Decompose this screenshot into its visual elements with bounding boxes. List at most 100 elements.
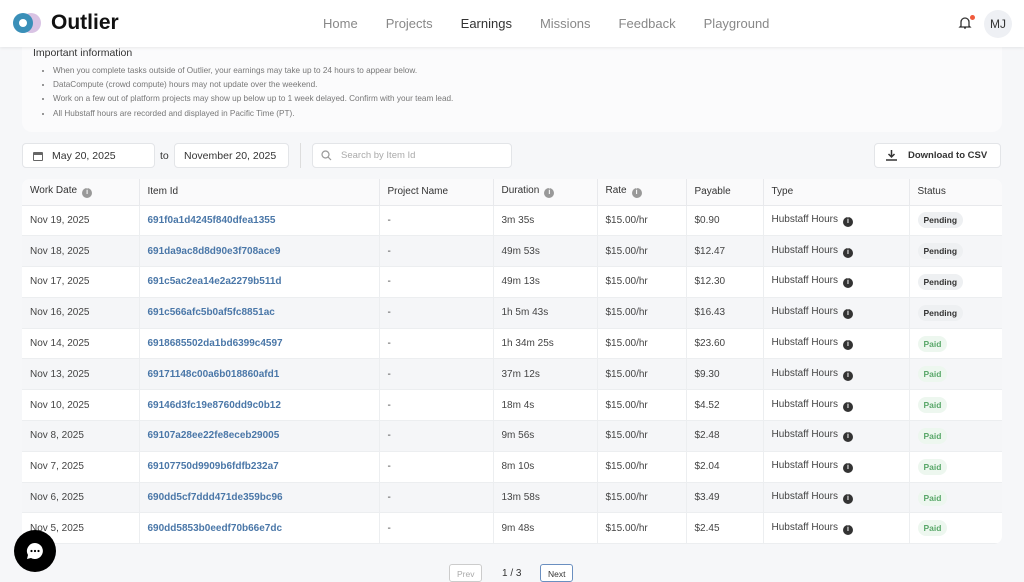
table-cell: Hubstaff Hours i — [763, 451, 910, 483]
cell-value: 49m 13s — [501, 276, 540, 288]
download-csv-button[interactable]: Download to CSV — [874, 143, 1001, 168]
cell-value: Nov 8, 2025 — [30, 430, 84, 442]
info-icon[interactable]: i — [82, 188, 93, 199]
info-icon[interactable]: i — [843, 247, 854, 258]
table-row: Nov 6, 2025 690dd5cf7ddd471de359bc96 - 13m … — [22, 482, 1002, 514]
table-cell: Hubstaff Hours i — [763, 482, 910, 514]
nav-earnings[interactable]: Earnings — [460, 16, 512, 31]
item-id-link[interactable]: 69107750d9909b6fdfb232a7 — [147, 461, 279, 473]
status-badge: Pending — [917, 243, 964, 260]
notification-dot — [970, 15, 975, 20]
column-label: Work Date — [30, 185, 78, 197]
search-input[interactable]: Search by Item Id — [312, 143, 512, 168]
cell-value: 18m 4s — [501, 399, 535, 411]
column-label: Type — [771, 186, 794, 198]
cell-value: - — [387, 307, 391, 319]
info-icon[interactable]: i — [631, 188, 642, 199]
info-icon[interactable]: i — [843, 309, 854, 320]
item-id-link[interactable]: 691c566afc5b0af5fc8851ac — [147, 307, 275, 319]
table-cell: - — [379, 328, 494, 360]
item-id-link[interactable]: 691c5ac2ea14e2a2279b511d — [147, 276, 282, 288]
nav-projects[interactable]: Projects — [385, 16, 433, 31]
cell-value: $2.48 — [694, 430, 720, 442]
next-page-button[interactable]: Next — [540, 564, 574, 582]
table-cell: $15.00/hr — [597, 297, 687, 329]
cell-value: Hubstaff Hours — [771, 491, 839, 503]
nav-playground[interactable]: Playground — [703, 16, 770, 31]
brand-name: Outlier — [51, 11, 119, 34]
item-id-link[interactable]: 69146d3fc19e8760dd9c0b12 — [147, 399, 281, 411]
table-cell: Paid — [909, 451, 1002, 483]
item-id-link[interactable]: 69171148c00a6b018860afd1 — [147, 368, 280, 380]
table-cell: Nov 16, 2025 — [22, 297, 140, 329]
cell-value: Hubstaff Hours — [771, 275, 839, 287]
table-cell: 690dd5cf7ddd471de359bc96 — [139, 482, 380, 514]
column-header: Duration i — [493, 179, 598, 206]
prev-page-button[interactable]: Prev — [449, 564, 483, 582]
info-icon[interactable]: i — [843, 463, 854, 474]
cell-value: Hubstaff Hours — [771, 521, 839, 533]
item-id-link[interactable]: 691f0a1d4245f840dfea1355 — [147, 214, 276, 226]
item-id-link[interactable]: 69107a28ee22fe8eceb29005 — [147, 430, 280, 442]
cell-value: Nov 16, 2025 — [30, 307, 90, 319]
table-cell: Paid — [909, 328, 1002, 360]
info-item: Work on a few out of platform projects m… — [53, 92, 991, 106]
table-cell: Hubstaff Hours i — [763, 235, 910, 268]
table-cell: $15.00/hr — [597, 482, 687, 514]
table-cell: Pending — [909, 205, 1002, 237]
cell-value: Hubstaff Hours — [771, 460, 839, 472]
table-cell: Paid — [909, 420, 1002, 452]
info-icon[interactable]: i — [843, 432, 854, 443]
table-cell: $23.60 — [686, 328, 764, 360]
nav-feedback[interactable]: Feedback — [618, 16, 676, 31]
table-cell: $15.00/hr — [597, 451, 687, 483]
info-icon[interactable]: i — [843, 278, 854, 289]
item-id-link[interactable]: 690dd5853b0eedf70b66e7dc — [147, 522, 283, 534]
divider — [300, 143, 301, 168]
outlier-logo[interactable] — [12, 12, 42, 34]
info-icon[interactable]: i — [843, 340, 854, 351]
info-icon[interactable]: i — [843, 524, 854, 535]
cell-value: Hubstaff Hours — [771, 244, 839, 256]
cell-value: Hubstaff Hours — [771, 337, 839, 349]
info-icon[interactable]: i — [843, 401, 854, 412]
table-cell: $15.00/hr — [597, 328, 687, 360]
cell-value: - — [387, 214, 391, 226]
cell-value: Hubstaff Hours — [771, 429, 839, 441]
chat-button[interactable] — [14, 530, 56, 572]
column-header: Payable — [686, 179, 764, 206]
cell-value: 3m 35s — [501, 214, 535, 226]
bell-icon[interactable] — [957, 15, 973, 31]
item-id-link[interactable]: 690dd5cf7ddd471de359bc96 — [147, 492, 283, 504]
table-cell: 49m 53s — [493, 235, 598, 268]
table-cell: $15.00/hr — [597, 266, 687, 298]
item-id-link[interactable]: 691da9ac8d8d90e3f708ace9 — [147, 245, 281, 257]
cell-value: Nov 10, 2025 — [30, 399, 90, 411]
table-row: Nov 18, 2025 691da9ac8d8d90e3f708ace9 - 49m… — [22, 235, 1002, 268]
info-icon[interactable]: i — [544, 188, 555, 199]
status-badge: Paid — [917, 520, 948, 537]
nav-home[interactable]: Home — [323, 16, 358, 31]
info-icon[interactable]: i — [843, 216, 854, 227]
table-cell: $2.45 — [686, 512, 764, 545]
table-cell: $15.00/hr — [597, 235, 687, 268]
info-icon[interactable]: i — [843, 494, 854, 505]
cell-value: $2.45 — [694, 522, 720, 534]
cell-value: 9m 48s — [501, 522, 535, 534]
cell-value: - — [387, 522, 391, 534]
avatar[interactable]: MJ — [984, 10, 1012, 38]
table-cell: 8m 10s — [493, 451, 598, 483]
table-cell: Nov 19, 2025 — [22, 205, 140, 237]
info-icon[interactable]: i — [843, 370, 854, 381]
table-cell: Hubstaff Hours i — [763, 266, 910, 298]
start-date-picker[interactable]: May 20, 2025 — [22, 143, 155, 168]
table-cell: 1h 5m 43s — [493, 297, 598, 329]
table-cell: $15.00/hr — [597, 358, 687, 391]
table-cell: $0.90 — [686, 205, 764, 237]
column-header: Project Name — [379, 179, 494, 206]
nav-missions[interactable]: Missions — [539, 16, 591, 31]
table-cell: Pending — [909, 297, 1002, 329]
table-cell: 69107a28ee22fe8eceb29005 — [139, 420, 380, 452]
item-id-link[interactable]: 6918685502da1bd6399c4597 — [147, 338, 283, 350]
end-date-picker[interactable]: November 20, 2025 — [174, 143, 289, 168]
